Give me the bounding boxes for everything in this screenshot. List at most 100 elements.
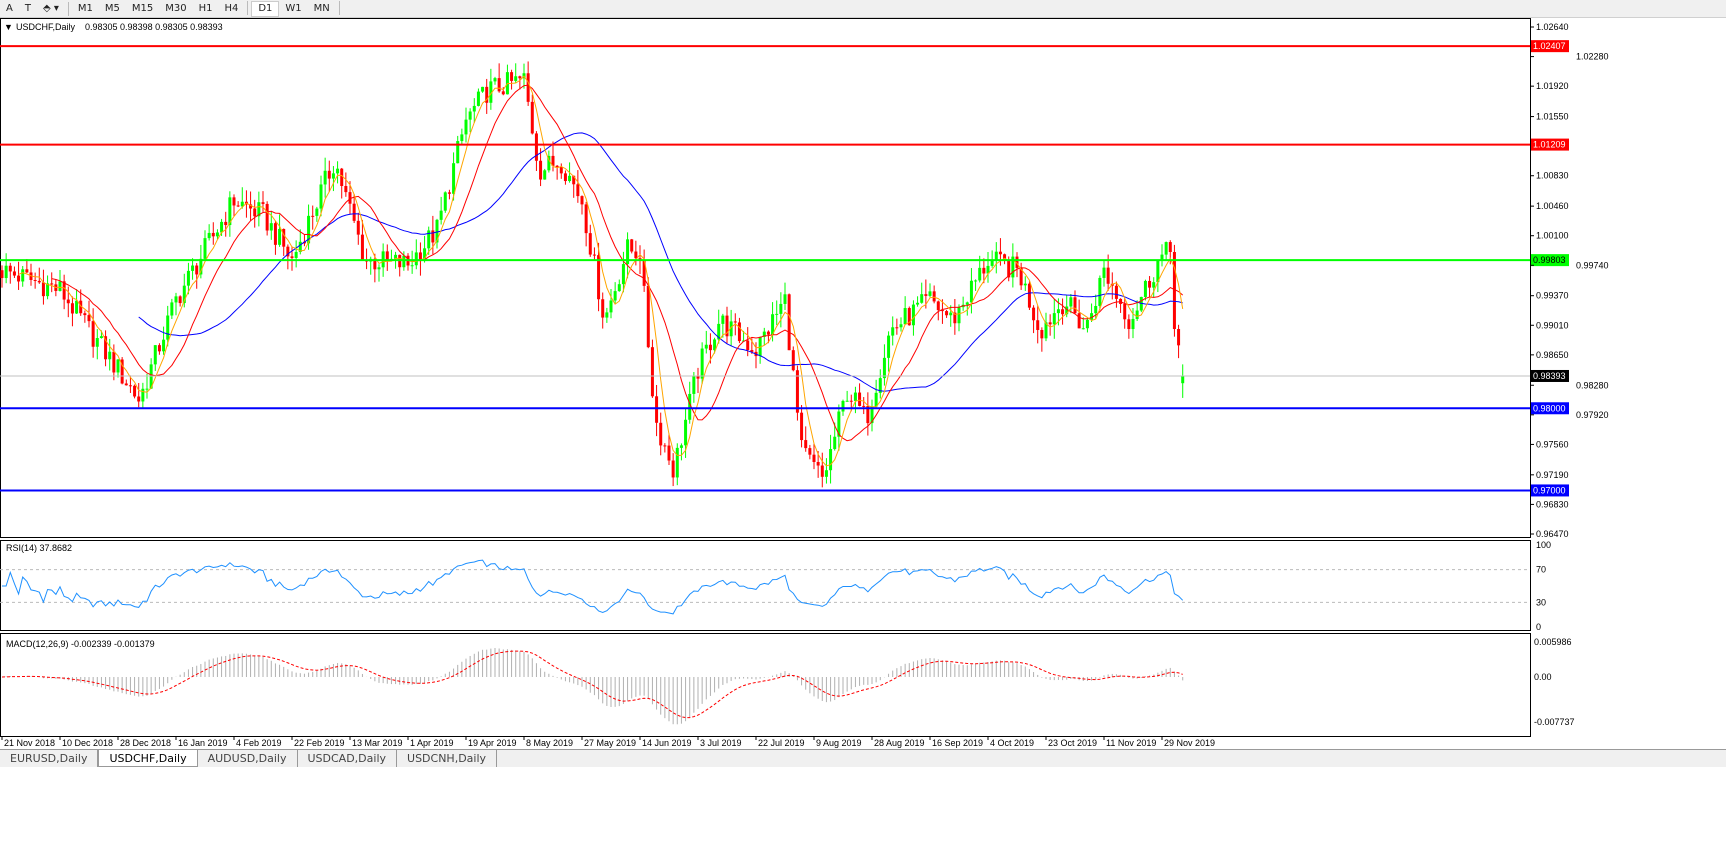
chart-header-ohlc: 0.98305 0.98398 0.98305 0.98393 bbox=[85, 22, 223, 32]
candle-body bbox=[708, 344, 712, 351]
candle-body bbox=[1065, 306, 1069, 315]
candle-body bbox=[493, 78, 497, 82]
timeframe-h1[interactable]: H1 bbox=[198, 3, 213, 14]
candle-body bbox=[787, 294, 791, 351]
price-axis-label: 1.01920 bbox=[1536, 81, 1569, 91]
candle-body bbox=[1094, 305, 1098, 314]
timeframe-mn[interactable]: MN bbox=[313, 3, 330, 14]
candle-body bbox=[1061, 309, 1065, 315]
candle-body bbox=[1015, 256, 1019, 268]
candle-body bbox=[928, 291, 932, 296]
candle-body bbox=[978, 267, 982, 281]
candle-body bbox=[907, 308, 911, 326]
candle-body bbox=[684, 419, 688, 446]
candle-body bbox=[849, 400, 853, 402]
candle-body bbox=[650, 347, 654, 397]
macd-axis-label: 0.005986 bbox=[1534, 637, 1572, 647]
candle-body bbox=[315, 208, 319, 216]
candle-body bbox=[1135, 310, 1139, 319]
candle-body bbox=[108, 351, 112, 360]
candle-body bbox=[534, 133, 538, 161]
candle-body bbox=[841, 400, 845, 412]
candle-body bbox=[112, 351, 116, 373]
candle-body bbox=[307, 215, 311, 244]
candle-body bbox=[269, 223, 273, 231]
macd-signal-line bbox=[1, 650, 1183, 719]
rsi-panel-frame bbox=[0, 540, 1531, 631]
chart-tab[interactable]: USDCHF,Daily bbox=[98, 750, 198, 767]
timeframe-w1[interactable]: W1 bbox=[285, 3, 302, 14]
candle-body bbox=[800, 412, 804, 441]
candle-body bbox=[953, 312, 957, 324]
candle-body bbox=[696, 376, 700, 379]
candle-body bbox=[336, 168, 340, 174]
timeframe-m1[interactable]: M1 bbox=[77, 3, 93, 14]
chart-area[interactable]: ▼ USDCHF,Daily 0.98305 0.98398 0.98305 0.9… bbox=[0, 18, 1726, 749]
candle-body bbox=[232, 197, 236, 206]
candle-body bbox=[91, 321, 95, 347]
candle-body bbox=[1172, 252, 1176, 330]
price-axis-label: 0.99010 bbox=[1536, 320, 1569, 330]
candle-body bbox=[688, 393, 692, 420]
candle-body bbox=[435, 219, 439, 243]
candle-body bbox=[447, 192, 451, 194]
text-tool-button[interactable]: A bbox=[6, 3, 13, 14]
candle-body bbox=[203, 238, 207, 259]
candle-body bbox=[99, 336, 103, 339]
candle-body bbox=[1127, 319, 1131, 330]
chart-tab[interactable]: USDCNH,Daily bbox=[397, 750, 498, 767]
candle-body bbox=[41, 282, 45, 297]
candle-body bbox=[1152, 282, 1156, 288]
candle-body bbox=[882, 357, 886, 379]
arrows-tool-button[interactable]: ⬘ ▾ bbox=[42, 3, 59, 14]
timeframe-m30[interactable]: M30 bbox=[165, 3, 187, 14]
rsi-axis-label: 0 bbox=[1536, 622, 1541, 632]
date-axis-label: 4 Feb 2019 bbox=[236, 738, 282, 748]
text-label-tool-button[interactable]: T bbox=[24, 3, 31, 14]
candle-body bbox=[837, 411, 841, 437]
timeframe-h4[interactable]: H4 bbox=[224, 3, 239, 14]
timeframe-m5[interactable]: M5 bbox=[104, 3, 120, 14]
candle-body bbox=[278, 228, 282, 245]
candle-body bbox=[1164, 242, 1168, 255]
candle-body bbox=[344, 185, 348, 193]
candle-body bbox=[609, 300, 613, 313]
level-label-bg bbox=[1531, 484, 1569, 497]
candle-body bbox=[1040, 329, 1044, 339]
candle-body bbox=[224, 221, 228, 226]
candle-body bbox=[66, 299, 70, 304]
candle-body bbox=[1156, 260, 1160, 283]
candle-body bbox=[626, 239, 630, 265]
candle-body bbox=[352, 203, 356, 221]
candle-body bbox=[994, 251, 998, 260]
chart-tab[interactable]: AUDUSD,Daily bbox=[198, 750, 298, 767]
candle-body bbox=[319, 184, 323, 209]
candle-body bbox=[526, 73, 530, 102]
candle-body bbox=[311, 215, 315, 217]
candle-body bbox=[667, 445, 671, 461]
timeframe-m15[interactable]: M15 bbox=[131, 3, 154, 14]
candle-body bbox=[721, 315, 725, 324]
candle-body bbox=[215, 232, 219, 237]
price-axis-label: 1.00100 bbox=[1536, 231, 1569, 241]
candle-body bbox=[1114, 285, 1118, 299]
price-axis-label: 0.97560 bbox=[1536, 439, 1569, 449]
candle-body bbox=[771, 314, 775, 335]
macd-axis-label: -0.007737 bbox=[1534, 717, 1575, 727]
candle-body bbox=[630, 239, 634, 252]
candle-body bbox=[124, 383, 128, 386]
price-axis-label: 0.96470 bbox=[1536, 529, 1569, 539]
chart-tabs: EURUSD,Daily USDCHF,Daily AUDUSD,Daily USDC… bbox=[0, 749, 1726, 767]
candle-body bbox=[0, 270, 4, 279]
date-axis-label: 16 Sep 2019 bbox=[932, 738, 983, 748]
candle-body bbox=[775, 313, 779, 315]
candle-body bbox=[191, 265, 195, 271]
chart-tab[interactable]: USDCAD,Daily bbox=[298, 750, 398, 767]
candle-body bbox=[431, 230, 435, 243]
candle-body bbox=[758, 336, 762, 357]
timeframe-d1[interactable]: D1 bbox=[251, 0, 280, 17]
candle-body bbox=[957, 307, 961, 324]
chart-tab[interactable]: EURUSD,Daily bbox=[0, 750, 99, 767]
level-label-bg bbox=[1531, 40, 1569, 53]
candle-body bbox=[580, 196, 584, 205]
